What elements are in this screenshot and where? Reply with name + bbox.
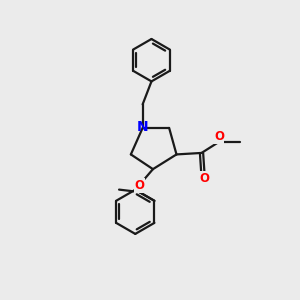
Text: O: O [134,179,144,192]
Text: N: N [137,120,148,134]
Text: O: O [214,130,224,143]
Text: O: O [200,172,209,185]
